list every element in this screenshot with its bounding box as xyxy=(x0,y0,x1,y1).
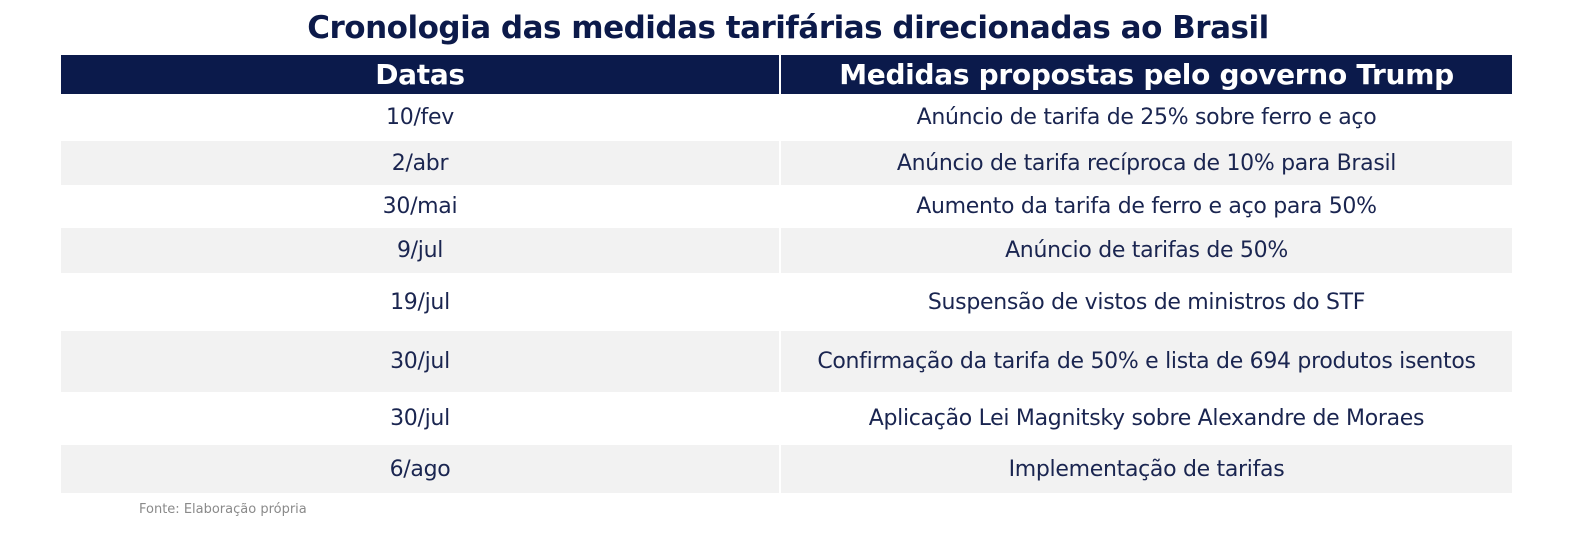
date-cell: 2/abr xyxy=(61,141,781,185)
date-cell: 30/jul xyxy=(61,392,781,445)
table-row: 2/abr Anúncio de tarifa recíproca de 10%… xyxy=(61,141,1512,185)
date-cell: 30/mai xyxy=(61,185,781,228)
date-cell: 19/jul xyxy=(61,273,781,331)
header-measures: Medidas propostas pelo governo Trump xyxy=(781,55,1512,94)
header-dates: Datas xyxy=(61,55,781,94)
measure-cell: Aplicação Lei Magnitsky sobre Alexandre … xyxy=(868,406,1425,431)
date-cell: 30/jul xyxy=(61,331,781,392)
source-note: Fonte: Elaboração própria xyxy=(139,502,307,517)
table-row: 30/jul Confirmação da tarifa de 50% e li… xyxy=(61,331,1512,392)
date-cell: 10/fev xyxy=(61,94,781,141)
measure-cell: Suspensão de vistos de ministros do STF xyxy=(927,289,1366,315)
table-row: 30/mai Aumento da tarifa de ferro e aço … xyxy=(61,185,1512,228)
measure-cell: Anúncio de tarifas de 50% xyxy=(781,228,1512,273)
table-row: 6/ago Implementação de tarifas xyxy=(61,445,1512,493)
measure-cell: Confirmação da tarifa de 50% e lista de … xyxy=(781,331,1512,392)
table-row: 10/fev Anúncio de tarifa de 25% sobre fe… xyxy=(61,94,1512,141)
table-row: 9/jul Anúncio de tarifas de 50% xyxy=(61,228,1512,273)
measure-cell: Aumento da tarifa de ferro e aço para 50… xyxy=(916,194,1377,219)
date-cell: 6/ago xyxy=(61,445,781,493)
measure-cell: Implementação de tarifas xyxy=(781,445,1512,493)
table-row: 30/jul Aplicação Lei Magnitsky sobre Ale… xyxy=(61,392,1512,445)
table-header-row: Datas Medidas propostas pelo governo Tru… xyxy=(61,55,1512,94)
measure-cell: Anúncio de tarifa de 25% sobre ferro e a… xyxy=(916,105,1377,130)
table-title: Cronologia das medidas tarifárias direci… xyxy=(307,10,1269,46)
timeline-table: Datas Medidas propostas pelo governo Tru… xyxy=(61,55,1512,493)
measure-cell: Anúncio de tarifa recíproca de 10% para … xyxy=(781,141,1512,185)
table-row: 19/jul Suspensão de vistos de ministros … xyxy=(61,273,1512,331)
date-cell: 9/jul xyxy=(61,228,781,273)
